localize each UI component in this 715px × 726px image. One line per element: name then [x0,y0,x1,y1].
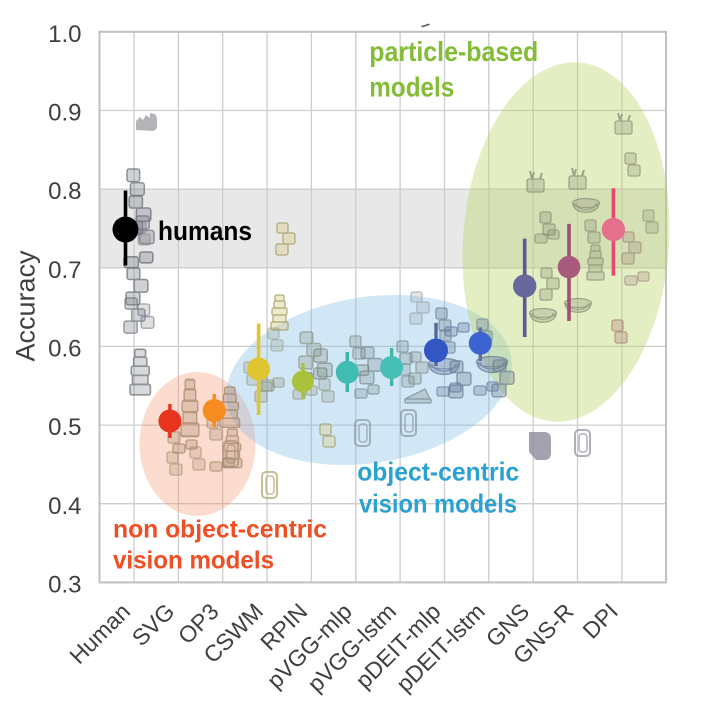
svg-text:0.8: 0.8 [48,178,81,205]
svg-text:0.6: 0.6 [48,336,81,363]
svg-text:non object-centric: non object-centric [113,516,327,544]
svg-text:0.7: 0.7 [48,257,81,284]
svg-text:Accuracy: Accuracy [11,250,41,362]
svg-text:0.9: 0.9 [48,100,81,127]
svg-text:vision models: vision models [359,489,517,519]
svg-text:1.0: 1.0 [48,21,81,48]
svg-text:vision models: vision models [113,547,274,575]
svg-text:particle-based: particle-based [369,36,538,67]
svg-text:humans: humans [158,216,252,246]
svg-text:0.4: 0.4 [48,493,81,520]
svg-text:0.3: 0.3 [48,572,81,599]
svg-text:models: models [369,72,454,103]
svg-text:0.5: 0.5 [48,414,81,441]
svg-text:object-centric: object-centric [357,457,519,487]
